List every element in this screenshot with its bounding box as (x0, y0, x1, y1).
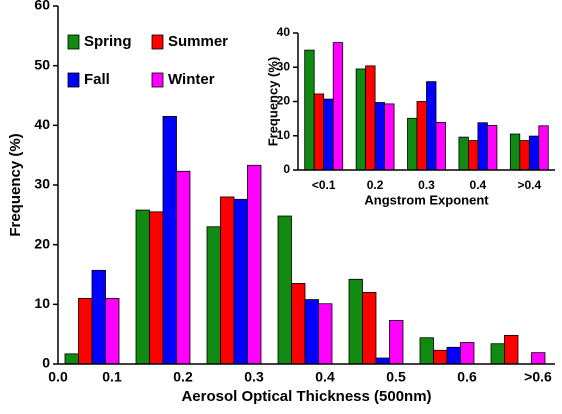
bar (389, 320, 404, 365)
bar (407, 117, 418, 171)
bar (78, 297, 93, 365)
bar (318, 303, 333, 365)
bar (531, 352, 546, 365)
bar (375, 357, 390, 365)
y-tick-label: 30 (34, 176, 50, 192)
y-tick-label: 10 (277, 128, 291, 142)
bar (528, 135, 540, 171)
bar (348, 278, 363, 365)
x-axis-label: Aerosol Optical Thickness (500nm) (181, 388, 431, 405)
bar (304, 299, 319, 365)
bar (355, 68, 367, 171)
legend-label: Winter (168, 71, 215, 88)
bar (419, 337, 434, 365)
bar (490, 343, 505, 365)
bar (332, 42, 344, 171)
bar (105, 297, 120, 365)
bar (435, 121, 446, 171)
bar (433, 349, 448, 365)
x-tick-label: 0.5 (386, 369, 406, 385)
y-tick-label: 40 (277, 25, 291, 39)
legend-swatch (67, 72, 80, 88)
x-tick-label: >0.4 (517, 178, 541, 192)
bar (220, 196, 235, 365)
bar (460, 342, 475, 365)
bar (416, 101, 427, 171)
y-tick-label: 60 (34, 0, 50, 13)
bar (477, 122, 488, 171)
bar (233, 198, 248, 365)
y-tick-label: 0 (42, 355, 50, 371)
bar (247, 164, 262, 365)
bar (291, 283, 306, 365)
bar (64, 353, 79, 365)
y-axis-label: Frequency (%) (7, 133, 24, 236)
legend-label: Summer (168, 33, 228, 50)
legend-swatch (67, 34, 80, 50)
y-tick-label: 30 (277, 59, 291, 73)
bar (458, 136, 469, 171)
bar (149, 211, 164, 365)
x-tick-label: <0.1 (312, 178, 336, 192)
y-axis-label: Frequency (%) (265, 57, 280, 147)
bar (323, 98, 334, 171)
legend-swatch (151, 34, 164, 50)
x-tick-label: >0.6 (524, 369, 552, 385)
y-tick-label: 0 (283, 162, 290, 176)
x-tick-label: 0.3 (244, 369, 264, 385)
x-tick-label: 0.3 (418, 178, 435, 192)
legend-label: Spring (84, 33, 132, 50)
bar (509, 133, 521, 171)
x-tick-label: 0.1 (102, 369, 122, 385)
legend-swatch (151, 72, 164, 88)
x-tick-label: 0.4 (315, 369, 335, 385)
bar (135, 209, 150, 365)
x-tick-label: 0.6 (457, 369, 477, 385)
bar (467, 140, 479, 171)
x-axis-label: Angstrom Exponent (364, 192, 489, 207)
y-tick-label: 20 (34, 235, 50, 251)
bar (304, 49, 315, 171)
bar (486, 125, 498, 171)
y-tick-label: 50 (34, 56, 50, 72)
bar (362, 291, 377, 365)
bar (365, 65, 376, 171)
bar (446, 346, 461, 365)
x-tick-label: 0.4 (470, 178, 487, 192)
bar (374, 102, 386, 171)
bar (313, 93, 325, 171)
x-tick-label: 0.0 (48, 369, 68, 385)
bar (384, 103, 395, 171)
x-tick-label: 0.2 (367, 178, 384, 192)
x-tick-label: 0.2 (173, 369, 193, 385)
bar (277, 215, 292, 365)
y-tick-label: 10 (34, 295, 50, 311)
legend-label: Fall (84, 71, 110, 88)
bar (426, 81, 437, 171)
bar (91, 269, 106, 365)
bar (206, 226, 221, 365)
y-tick-label: 40 (34, 116, 50, 132)
bar (538, 125, 549, 171)
y-tick-label: 20 (277, 94, 291, 108)
bar (176, 170, 191, 365)
bar (162, 115, 177, 365)
bar (519, 140, 530, 171)
bar (504, 334, 519, 365)
